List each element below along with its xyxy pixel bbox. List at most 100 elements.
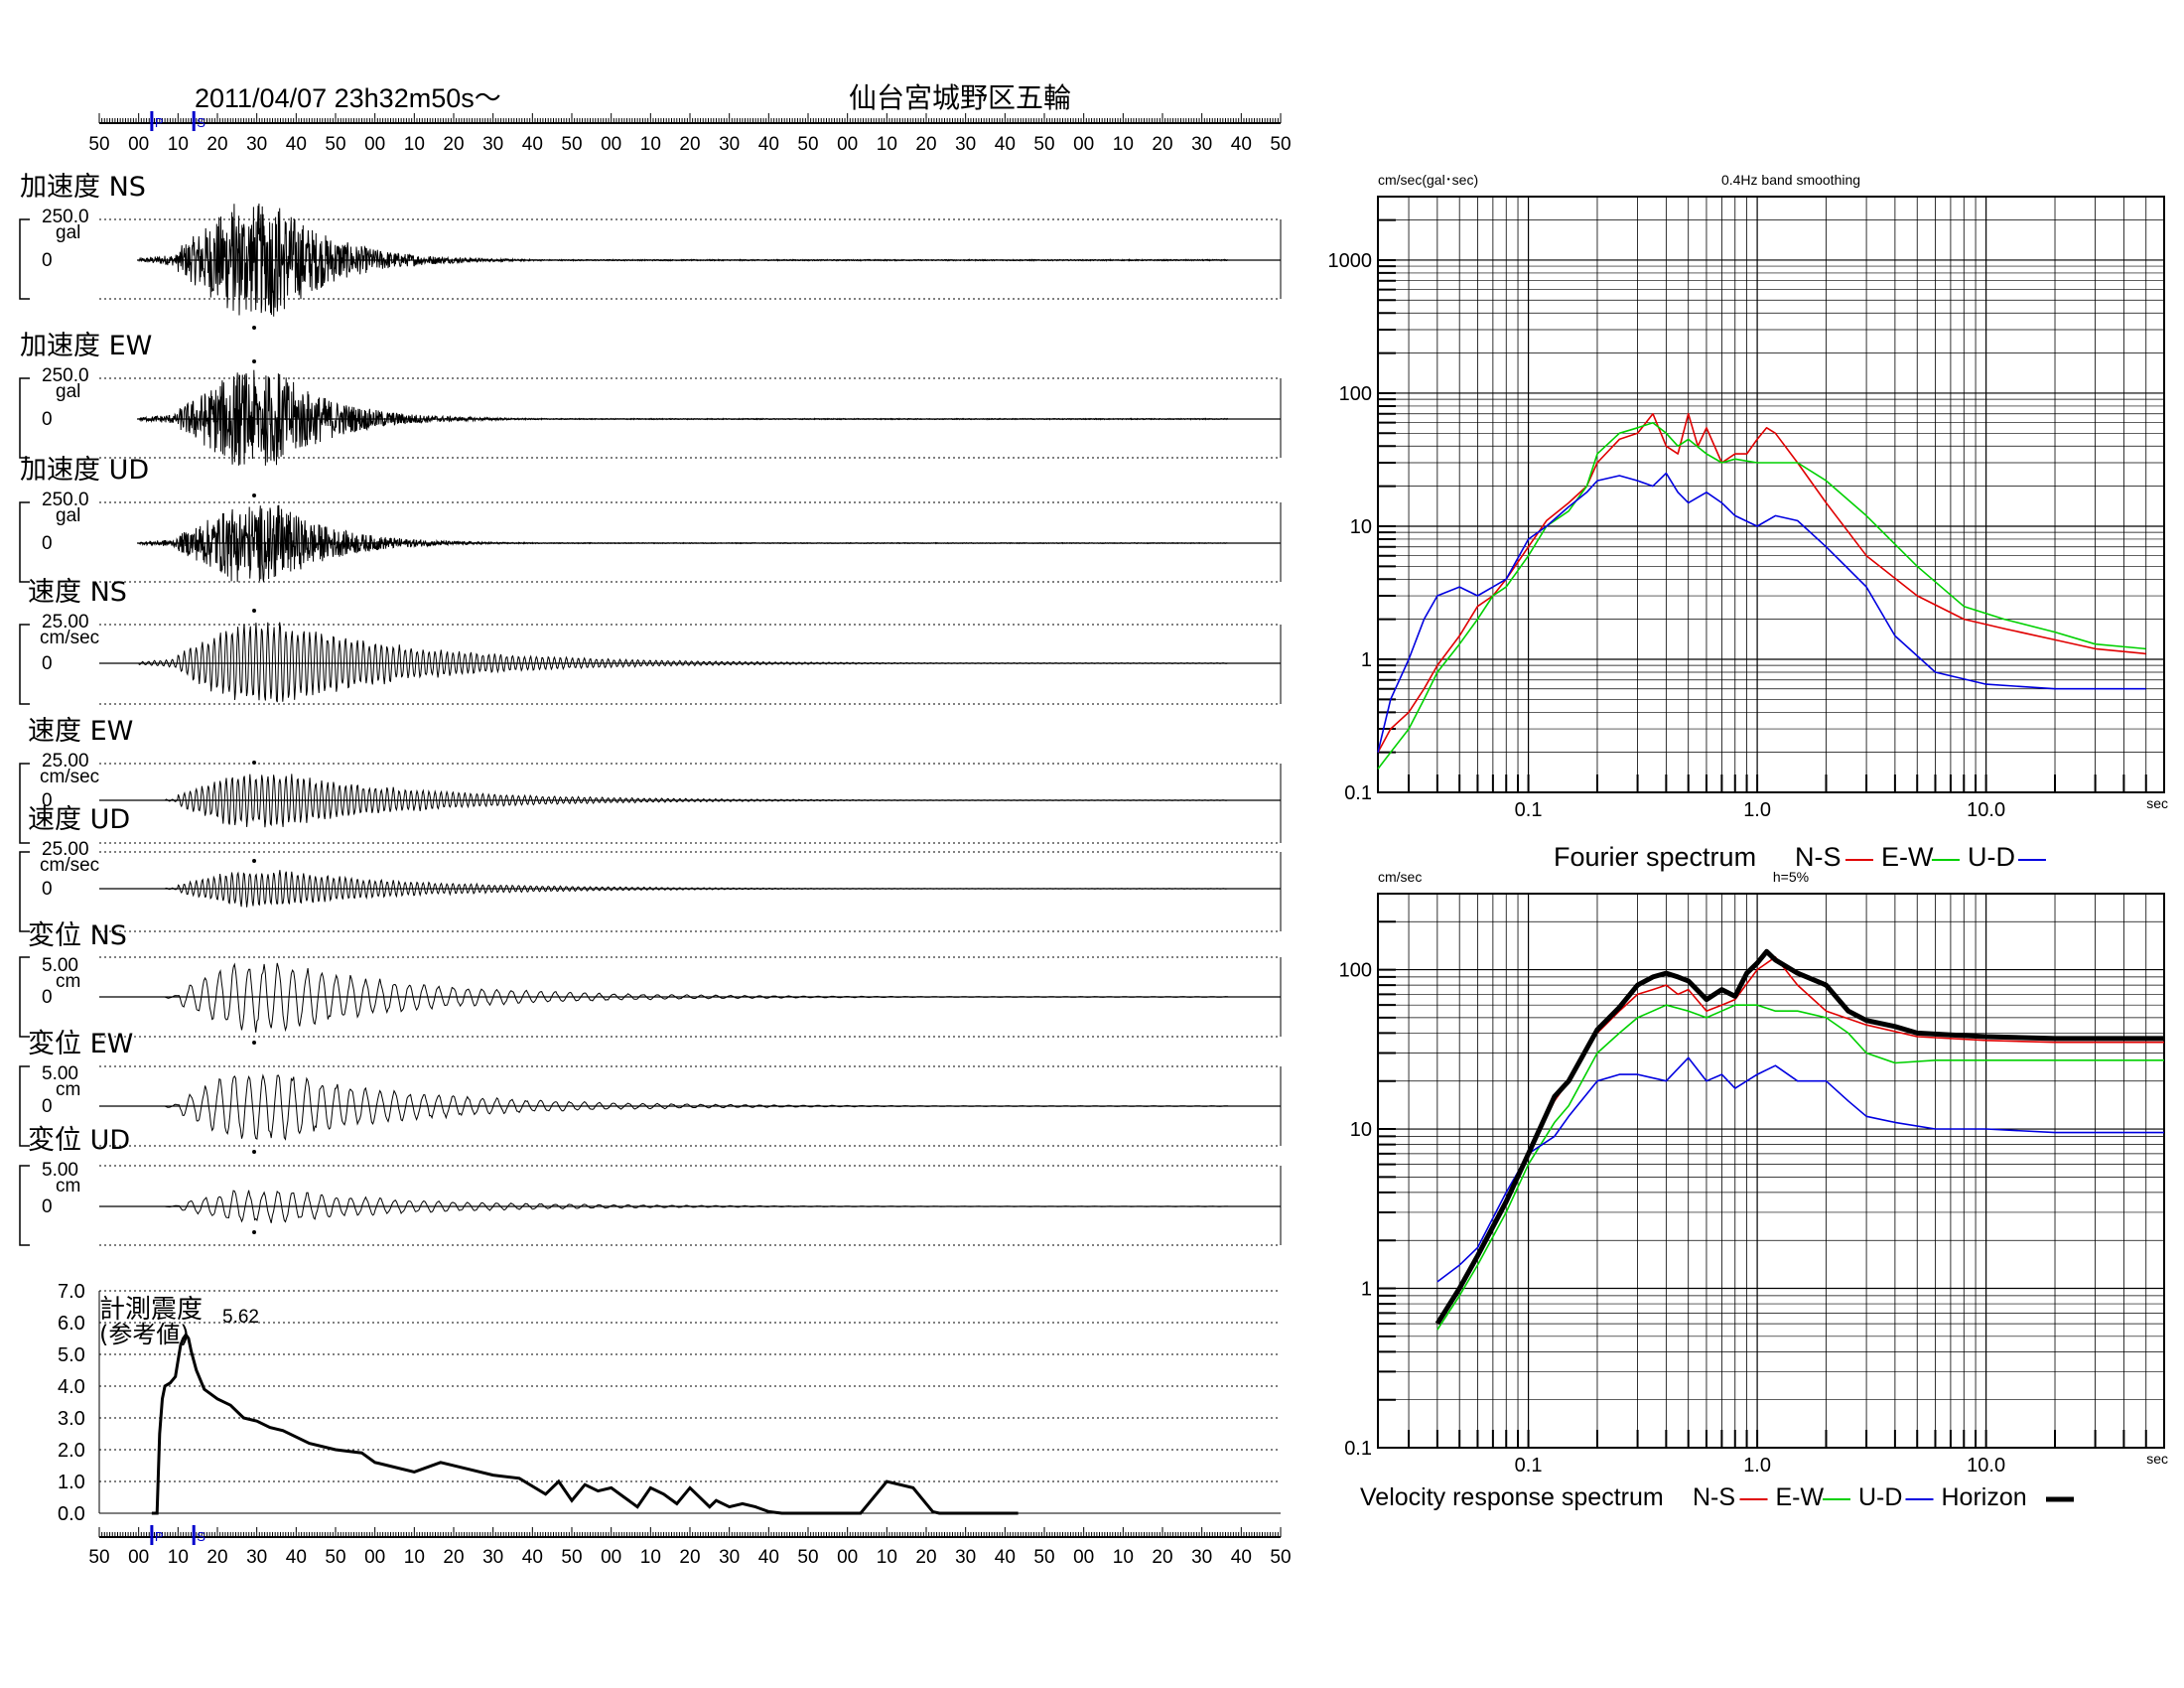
bottom-tick-label: 20 [1152, 1547, 1172, 1568]
panel-scale-value: 25.00 [42, 612, 89, 633]
peak-marker [252, 493, 257, 497]
top-tick-label: 30 [1191, 134, 1212, 155]
top-tick-label: 40 [758, 134, 779, 155]
bottom-tick-label: 20 [679, 1547, 700, 1568]
panel-scale-value: 250.0 [42, 365, 89, 386]
spectrum-series-line [1434, 948, 2164, 1326]
peak-marker [252, 761, 257, 765]
panel-bracket [19, 218, 30, 300]
spectrum-legend: Velocity response spectrum N-S E-W U-D Horiz… [1360, 1483, 2074, 1511]
waveform-trace [138, 369, 1229, 466]
intensity-tick-label: 2.0 [58, 1440, 85, 1462]
panel-scale-value: 25.00 [42, 839, 89, 860]
peak-marker [252, 859, 257, 863]
panel-label: 加速度 NS [20, 172, 146, 203]
intensity-tick-label: 6.0 [58, 1313, 85, 1335]
panel-unit: gal [56, 222, 80, 243]
spectrum-title: Fourier spectrum [1554, 842, 1756, 872]
top-tick-label: 00 [1073, 134, 1094, 155]
waveform-trace [138, 504, 1229, 582]
bottom-tick-label: 40 [995, 1547, 1016, 1568]
intensity-tick-label: 3.0 [58, 1408, 85, 1430]
bottom-p-marker: P [155, 1529, 164, 1544]
panel-scale-value: 5.00 [42, 955, 78, 976]
top-p-marker: P [155, 115, 164, 130]
spectrum-y-tick-label: 1 [1361, 1279, 1372, 1301]
panel-bracket [19, 956, 30, 1038]
bottom-tick-label: 10 [640, 1547, 661, 1568]
intensity-tick-label: 5.0 [58, 1344, 85, 1366]
peak-marker [252, 359, 257, 363]
bottom-tick-label: 00 [837, 1547, 858, 1568]
station-name: 仙台宮城野区五輪 [849, 81, 1071, 114]
panel-zero-label: 0 [42, 1196, 53, 1217]
bottom-tick-label: 50 [325, 1547, 345, 1568]
panel-zero-label: 0 [42, 879, 53, 900]
legend-entry: Horizon [1942, 1483, 2027, 1511]
panel-bracket [19, 763, 30, 844]
top-tick-label: 00 [837, 134, 858, 155]
top-tick-label: 30 [719, 134, 740, 155]
bottom-tick-label: 00 [128, 1547, 149, 1568]
top-tick-label: 40 [286, 134, 307, 155]
top-tick-label: 50 [1033, 134, 1054, 155]
panel-zero-label: 0 [42, 533, 53, 554]
top-s-marker: S [197, 115, 205, 130]
bottom-tick-label: 40 [1231, 1547, 1252, 1568]
spectrum-y-tick-label: 100 [1339, 960, 1372, 982]
legend-entry: E-W [1881, 842, 1934, 872]
top-tick-label: 40 [1231, 134, 1252, 155]
bottom-tick-label: 50 [797, 1547, 818, 1568]
panel-scale-value: 250.0 [42, 490, 89, 510]
top-tick-label: 20 [206, 134, 227, 155]
panel-zero-label: 0 [42, 250, 53, 271]
spectrum-title: Velocity response spectrum [1360, 1483, 1664, 1511]
spectrum-series-line [1436, 1056, 2164, 1283]
top-tick-label: 00 [364, 134, 385, 155]
spectrum-y-tick-label: 1 [1361, 649, 1372, 671]
top-tick-label: 20 [1152, 134, 1172, 155]
bottom-tick-label: 20 [206, 1547, 227, 1568]
intensity-trace [151, 1332, 1019, 1515]
spectrum-y-tick-label: 0.1 [1344, 1438, 1372, 1460]
top-tick-label: 40 [522, 134, 543, 155]
panel-unit: cm/sec [40, 767, 99, 787]
spectrum-y-tick-label: 100 [1339, 383, 1372, 405]
waveform-trace [164, 870, 1228, 908]
spectrum-series-line [1436, 1004, 2164, 1331]
spectrum-x-tick-label: 1.0 [1743, 1455, 1771, 1477]
intensity-tick-label: 4.0 [58, 1376, 85, 1398]
top-tick-label: 10 [1113, 134, 1134, 155]
spectrum-x-tick-label: 0.1 [1515, 1455, 1543, 1477]
peak-marker [252, 609, 257, 613]
bottom-tick-label: 20 [915, 1547, 936, 1568]
intensity-tick-label: 7.0 [58, 1281, 85, 1303]
top-tick-label: 10 [404, 134, 425, 155]
panel-label: 変位 NS [28, 920, 127, 951]
panel-zero-label: 0 [42, 1096, 53, 1117]
bottom-tick-label: 10 [1113, 1547, 1134, 1568]
top-tick-label: 00 [601, 134, 621, 155]
spectrum-x-tick-label: 1.0 [1743, 799, 1771, 821]
top-tick-label: 20 [915, 134, 936, 155]
top-time-axis: 50 00 10 20 30 40 50 00 10 20 30 40 50 00 10 20 30 40 50 00… [88, 111, 1292, 155]
waveform-trace [164, 962, 1229, 1033]
top-tick-label: 20 [679, 134, 700, 155]
top-tick-label: 50 [325, 134, 345, 155]
intensity-peak-label: 5.62 [222, 1307, 259, 1328]
bottom-tick-label: 50 [1270, 1547, 1291, 1568]
panel-zero-label: 0 [42, 987, 53, 1008]
panel-label: 速度 NS [28, 577, 127, 608]
peak-marker [252, 1230, 257, 1234]
bottom-s-marker: S [197, 1529, 205, 1544]
spectrum-legend: Fourier spectrum N-S E-W U-D [1554, 842, 2046, 872]
top-tick-label: 30 [482, 134, 503, 155]
panel-bracket [19, 851, 30, 932]
seismic-intensity-panel: 7.0 6.0 5.0 4.0 3.0 2.0 1.0 0.0 計測震度(参考値) 5.62 [58, 1281, 1281, 1525]
